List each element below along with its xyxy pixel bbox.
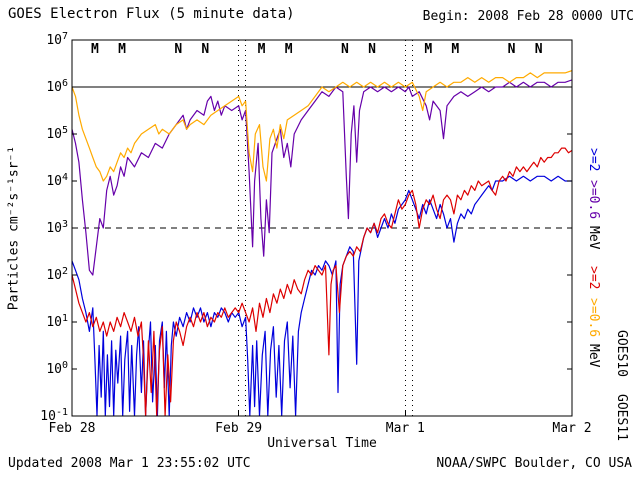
- series-line-goes10-2-mev: [72, 175, 572, 416]
- legend-group2-ge0p6mev-label: >=0.6: [586, 298, 601, 338]
- y-tick-label: 102: [46, 266, 68, 283]
- page-title: GOES Electron Flux (5 minute data): [8, 6, 295, 22]
- y-tick-label: 105: [46, 125, 68, 142]
- legend-group2-mev-label: MeV: [586, 344, 601, 368]
- y-axis-label: Particles cm⁻²s⁻¹sr⁻¹: [6, 145, 22, 311]
- y-tick-label: 101: [46, 313, 68, 330]
- marker-n: N: [341, 42, 349, 57]
- legend-satellite-goes11-label: GOES11: [614, 394, 629, 441]
- marker-n: N: [174, 42, 182, 57]
- x-axis-label: Universal Time: [267, 436, 377, 451]
- plot-frame: [71, 39, 573, 417]
- marker-n: N: [201, 42, 209, 57]
- marker-n: N: [508, 42, 516, 57]
- y-tick-label: 107: [46, 31, 68, 48]
- updated-timestamp: Updated 2008 Mar 1 23:55:02 UTC: [8, 456, 251, 471]
- marker-n: N: [535, 42, 543, 57]
- series-line-goes11-2-mev: [72, 147, 572, 416]
- marker-m: M: [258, 42, 266, 57]
- series-line-goes11-0-6-mev: [72, 70, 572, 182]
- legend-satellite-goes10-label: GOES10: [614, 330, 629, 377]
- series-line-goes10-0-6-mev: [72, 79, 572, 276]
- x-tick-label: Feb 29: [215, 421, 262, 436]
- marker-m: M: [285, 42, 293, 57]
- legend-group1-ge0p6mev-label: >=0.6: [586, 180, 601, 220]
- marker-m: M: [118, 42, 126, 57]
- y-tick-label: 106: [46, 78, 68, 95]
- y-tick-label: 103: [46, 219, 68, 236]
- marker-m: M: [91, 42, 99, 57]
- begin-timestamp: Begin: 2008 Feb 28 0000 UTC: [422, 9, 634, 24]
- marker-m: M: [451, 42, 459, 57]
- y-tick-label: 104: [46, 172, 68, 189]
- x-tick-label: Mar 1: [386, 421, 425, 436]
- y-tick-label: 100: [46, 360, 68, 377]
- legend-group2-ge2mev-label: >=2: [586, 266, 601, 290]
- marker-m: M: [424, 42, 432, 57]
- marker-n: N: [368, 42, 376, 57]
- series-group: [72, 70, 572, 416]
- x-tick-label: Feb 28: [49, 421, 96, 436]
- credit-text: NOAA/SWPC Boulder, CO USA: [436, 456, 632, 471]
- legend-group1-ge2mev-label: >=2: [586, 148, 601, 172]
- legend-group1-mev-label: MeV: [586, 226, 601, 250]
- x-tick-label: Mar 2: [552, 421, 591, 436]
